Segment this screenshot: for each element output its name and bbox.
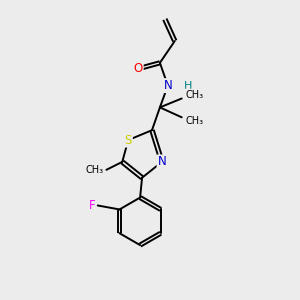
Text: F: F (88, 199, 95, 212)
Text: N: N (158, 155, 166, 168)
Text: O: O (134, 62, 143, 75)
Text: S: S (124, 134, 132, 147)
Text: N: N (164, 79, 172, 92)
Text: CH₃: CH₃ (185, 116, 204, 126)
Text: CH₃: CH₃ (185, 89, 204, 100)
Text: H: H (184, 81, 192, 91)
Text: CH₃: CH₃ (85, 165, 103, 175)
